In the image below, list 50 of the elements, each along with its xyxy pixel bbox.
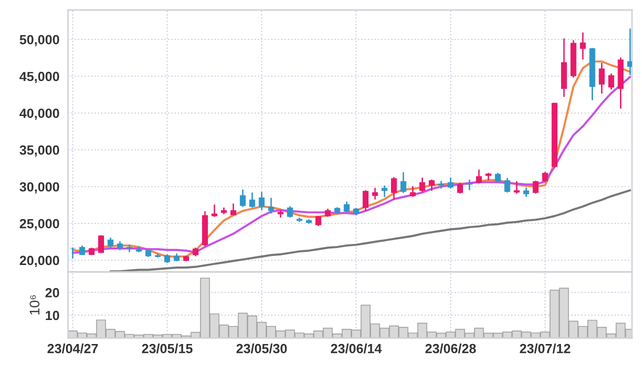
candlestick <box>476 168 482 184</box>
candlestick <box>428 178 435 192</box>
candlestick <box>212 204 218 218</box>
candlestick <box>627 28 632 76</box>
candlestick <box>70 246 76 260</box>
candlestick <box>400 172 406 194</box>
candlestick <box>391 176 397 200</box>
x-tick-label: 23/05/30 <box>236 344 287 354</box>
candlestick <box>598 62 605 94</box>
candlestick <box>268 197 274 214</box>
candlestick <box>448 176 454 190</box>
y-axis-title: 10⁶ <box>30 295 40 315</box>
candlestick <box>372 187 378 200</box>
candlestick <box>240 188 246 208</box>
candlestick <box>344 200 350 214</box>
candlestick <box>580 32 586 60</box>
candlestick <box>98 234 104 254</box>
candlestick <box>494 172 501 184</box>
y-tick-label: 35,000 <box>20 145 60 157</box>
candlestick <box>382 184 388 198</box>
candlestick <box>287 206 293 218</box>
y-tick-label: 50,000 <box>20 35 60 46</box>
y-tick-label: 20 <box>45 288 60 298</box>
candlestick <box>362 190 369 212</box>
candlestick <box>410 185 416 198</box>
candlestick <box>419 176 426 193</box>
line-series <box>109 189 632 272</box>
x-tick-label: 23/07/12 <box>520 344 570 354</box>
candlestick <box>108 236 114 248</box>
candlestick <box>532 180 539 194</box>
y-tick-label: 45,000 <box>20 72 60 84</box>
y-tick-label: 10 <box>46 310 60 320</box>
candlestick <box>523 186 530 198</box>
y-tick-label: 20,000 <box>20 256 60 268</box>
x-tick-label: 23/05/15 <box>142 344 193 354</box>
y-tick-label: 30,000 <box>20 182 60 194</box>
candlestick <box>466 178 472 191</box>
y-tick-label: 25,000 <box>20 218 60 230</box>
candlestick <box>315 215 322 227</box>
x-tick-label: 23/06/28 <box>425 344 476 354</box>
x-tick-label: 23/04/27 <box>48 344 98 354</box>
candlestick <box>457 182 463 194</box>
y-tick-label: 40,000 <box>20 108 60 120</box>
candlestick <box>504 177 510 194</box>
candlestick <box>249 192 256 208</box>
candlestick <box>542 171 548 183</box>
candlestick <box>258 191 265 211</box>
candlestick <box>608 72 614 90</box>
x-tick-label: 23/06/14 <box>330 344 382 354</box>
candlestick <box>514 180 520 194</box>
